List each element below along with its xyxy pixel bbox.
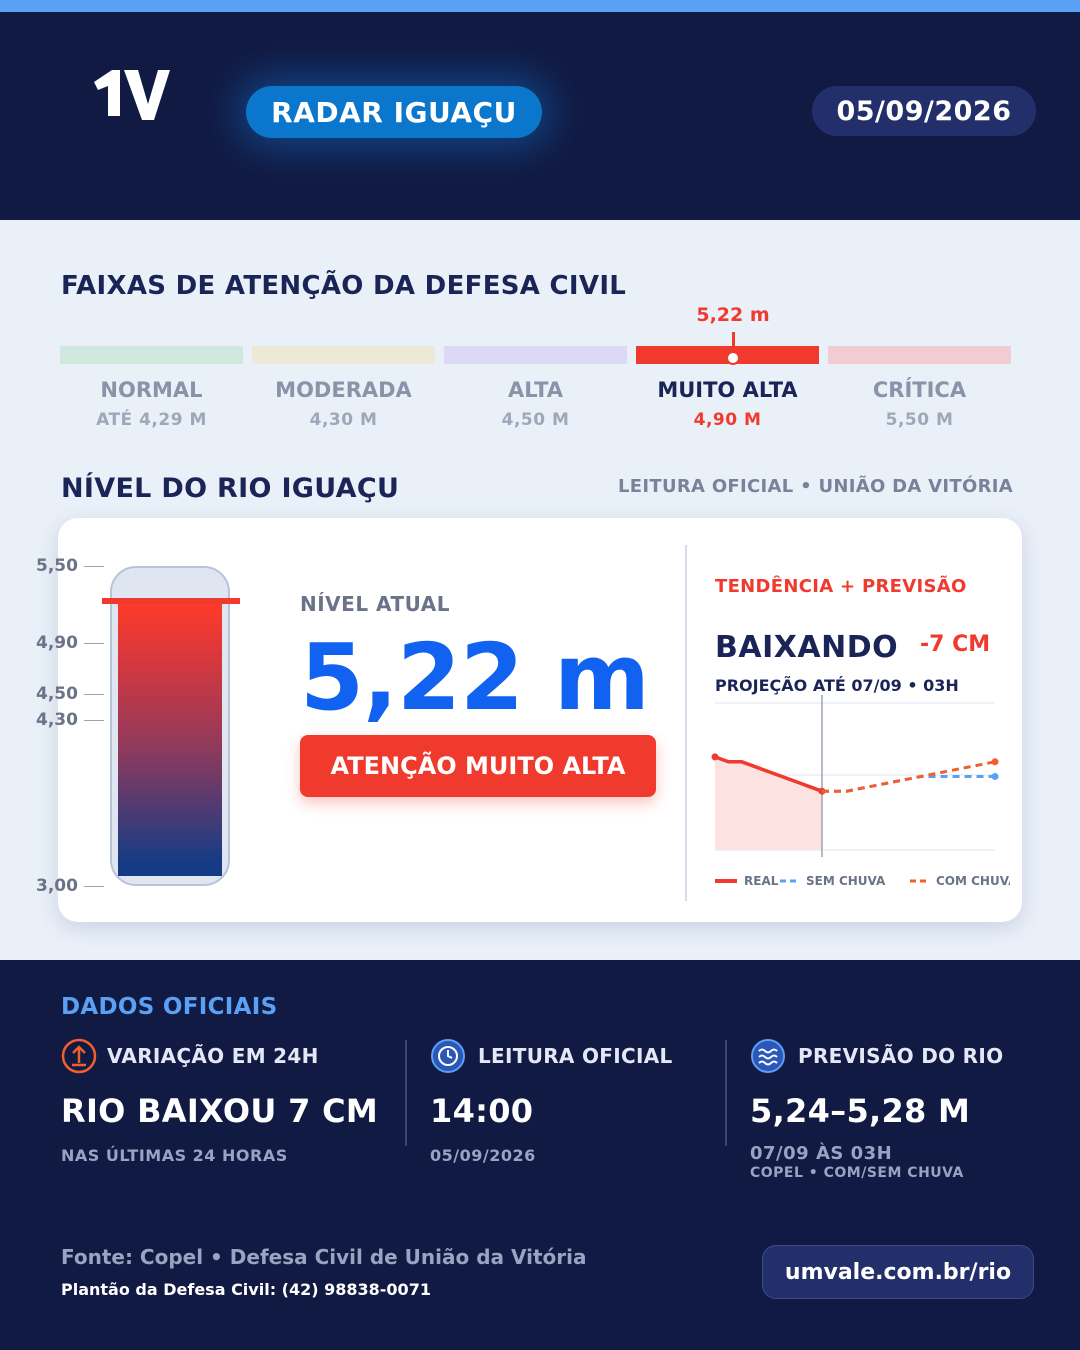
legend-com-label: COM CHUVA (936, 874, 1010, 888)
band-label: ALTA (507, 378, 564, 402)
series-real-line (714, 755, 823, 793)
band-label: CRÍTICA (872, 378, 967, 402)
legend-real-label: REAL (744, 874, 779, 888)
trend-chart: REAL SEM CHUVA COM CHUVA (711, 695, 1010, 888)
official-reading-label: LEITURA OFICIAL (478, 1044, 673, 1068)
trend-title: TENDÊNCIA + PREVISÃO (715, 576, 967, 597)
band-label: MODERADA (275, 378, 412, 402)
trend-delta: -7 CM (920, 632, 991, 657)
band-bar-1 (60, 346, 243, 364)
gauge-tick-label: 4,90 (36, 633, 78, 653)
variation-sub: NAS ÚLTIMAS 24 HORAS (61, 1146, 288, 1165)
level-gauge-current-line (102, 598, 240, 604)
official-reading-time: 14:00 (430, 1092, 534, 1130)
current-level-marker-label: 5,22 m (696, 304, 770, 326)
waves-icon (751, 1039, 785, 1073)
river-forecast-time: 07/09 ÀS 03H (750, 1143, 893, 1164)
series-real-start-point (711, 753, 719, 761)
level-gauge-fill (118, 602, 222, 876)
series-com-chuva-end-point (991, 758, 999, 766)
clock-icon (431, 1039, 465, 1073)
band-threshold: 4,50 M (501, 410, 570, 430)
series-com-chuva-line (822, 760, 996, 793)
variation-label: VARIAÇÃO EM 24H (107, 1044, 319, 1068)
top-accent-bar (0, 0, 1080, 12)
alert-badge: ATENÇÃO MUITO ALTA (300, 735, 656, 797)
band-bar-3 (444, 346, 627, 364)
band-threshold: 4,30 M (309, 410, 378, 430)
official-reading-date: 05/09/2026 (430, 1146, 536, 1165)
river-forecast-value: 5,24–5,28 M (750, 1092, 971, 1130)
source-text: Fonte: Copel • Defesa Civil de União da … (61, 1245, 587, 1269)
band-threshold: 4,90 M (693, 410, 762, 430)
band-bar-5 (828, 346, 1011, 364)
band-threshold: ATÉ 4,29 M (96, 410, 207, 430)
arrow-up-icon (61, 1038, 97, 1074)
hotline-text: Plantão da Defesa Civil: (42) 98838-0071 (61, 1280, 431, 1299)
gauge-tick-line (84, 694, 104, 695)
band-bar-2 (252, 346, 435, 364)
variation-value: RIO BAIXOU 7 CM (61, 1092, 379, 1130)
gauge-tick-line (84, 643, 104, 644)
river-section-subtitle: LEITURA OFICIAL • UNIÃO DA VITÓRIA (618, 476, 1013, 497)
official-data-title: DADOS OFICIAIS (61, 994, 278, 1020)
band-label: MUITO ALTA (657, 378, 798, 402)
radar-title-badge: RADAR IGUAÇU (246, 86, 542, 138)
legend-sem-label: SEM CHUVA (806, 874, 886, 888)
band-threshold: 5,50 M (885, 410, 954, 430)
band-label: NORMAL (100, 378, 203, 402)
current-level-label: NÍVEL ATUAL (300, 592, 450, 616)
gauge-tick-line (84, 720, 104, 721)
trend-direction: BAIXANDO (715, 630, 899, 665)
current-level-marker-dot (726, 351, 740, 365)
brand-logo (94, 70, 170, 120)
series-sem-chuva-end-point (991, 773, 999, 780)
projection-text: PROJEÇÃO ATÉ 07/09 • 03H (715, 676, 959, 695)
gauge-tick-label: 4,30 (36, 710, 78, 730)
bands-section-title: FAIXAS DE ATENÇÃO DA DEFESA CIVIL (61, 271, 627, 301)
gauge-tick-label: 4,50 (36, 684, 78, 704)
footer-divider (405, 1040, 407, 1146)
gauge-tick-line (84, 566, 104, 567)
footer-divider (725, 1040, 727, 1146)
real-area (715, 756, 822, 850)
gauge-tick-label: 5,50 (36, 556, 78, 576)
gauge-tick-line (84, 886, 104, 887)
website-link[interactable]: umvale.com.br/rio (762, 1245, 1034, 1299)
river-forecast-label: PREVISÃO DO RIO (798, 1044, 1004, 1068)
current-level-value: 5,22 m (300, 624, 650, 731)
card-divider (685, 545, 687, 901)
river-section-title: NÍVEL DO RIO IGUAÇU (61, 473, 400, 504)
river-forecast-source: COPEL • COM/SEM CHUVA (750, 1165, 964, 1181)
gauge-tick-label: 3,00 (36, 876, 78, 896)
date-badge: 05/09/2026 (812, 86, 1036, 136)
